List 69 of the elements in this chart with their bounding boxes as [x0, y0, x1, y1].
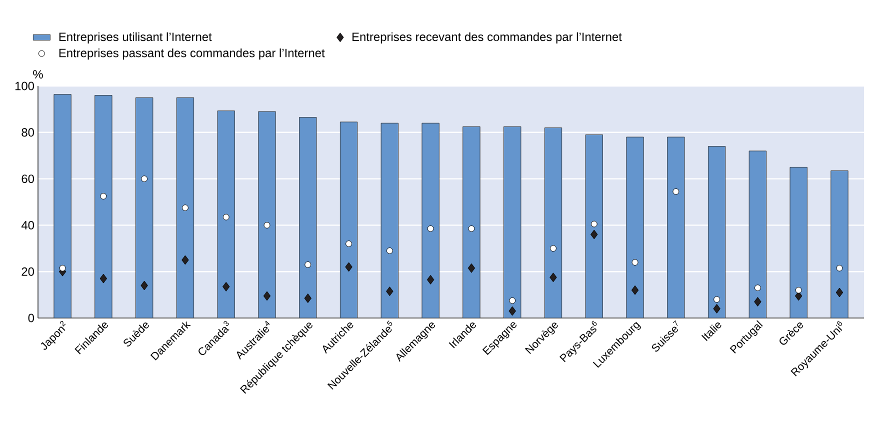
- point: [386, 286, 394, 296]
- y-tick-label: 20: [22, 267, 34, 276]
- point: [346, 240, 352, 247]
- y-tick-label: 40: [21, 220, 34, 230]
- point: [836, 288, 844, 298]
- bar: [748, 150, 767, 318]
- point: [141, 176, 148, 182]
- point: [182, 255, 189, 265]
- bar: [340, 122, 358, 318]
- point: [222, 214, 230, 220]
- point: [468, 225, 475, 232]
- point: [714, 296, 720, 303]
- bar: [708, 146, 726, 318]
- bar: [544, 128, 562, 318]
- point: [508, 306, 516, 316]
- y-tick-label: 0: [28, 314, 34, 322]
- bar: [94, 95, 112, 318]
- bar: [258, 111, 276, 318]
- y-tick-label: 60: [22, 174, 34, 184]
- point: [509, 297, 516, 304]
- bar: [135, 97, 154, 318]
- bar: [176, 97, 194, 318]
- legend-label: Entreprises passant des commandes par l’Internet: [59, 48, 325, 60]
- point: [550, 272, 557, 282]
- point: [550, 245, 556, 252]
- bar: [380, 122, 399, 318]
- bar: [790, 166, 808, 318]
- point: [590, 230, 598, 240]
- point: [140, 280, 148, 290]
- point: [264, 222, 270, 228]
- bar: [626, 136, 644, 318]
- point: [182, 204, 188, 212]
- legend-label: Entreprises recevant des commandes par l’Internet: [352, 32, 622, 44]
- bar: [667, 136, 685, 318]
- point: [672, 188, 680, 195]
- point: [427, 225, 434, 232]
- point: [100, 192, 107, 200]
- bar: [504, 126, 522, 318]
- x-tick-label: Italie: [701, 322, 722, 341]
- point: [631, 285, 639, 295]
- point: [754, 297, 762, 306]
- bar: [299, 117, 317, 318]
- legend-label: Entreprises utilisant l’Internet: [59, 32, 212, 44]
- point: [59, 264, 66, 272]
- point: [713, 304, 720, 314]
- point: [632, 259, 638, 266]
- point: [836, 264, 843, 272]
- point: [795, 286, 802, 294]
- point: [263, 291, 271, 301]
- point: [754, 284, 761, 292]
- y-axis-title: %: [33, 70, 43, 78]
- point: [100, 274, 108, 284]
- bar: [422, 122, 440, 318]
- bar: [462, 126, 480, 318]
- point: [222, 282, 230, 292]
- bar: [585, 134, 603, 318]
- point: [468, 263, 476, 273]
- point: [794, 291, 802, 301]
- bar: [217, 110, 235, 318]
- point: [345, 262, 352, 272]
- point: [304, 261, 312, 268]
- point: [590, 220, 598, 228]
- y-tick-label: 80: [22, 128, 34, 137]
- bar: [830, 170, 848, 318]
- bar: [54, 94, 72, 318]
- point: [304, 294, 312, 304]
- point: [426, 274, 434, 284]
- y-tick-label: 100: [15, 82, 34, 90]
- point: [386, 247, 393, 254]
